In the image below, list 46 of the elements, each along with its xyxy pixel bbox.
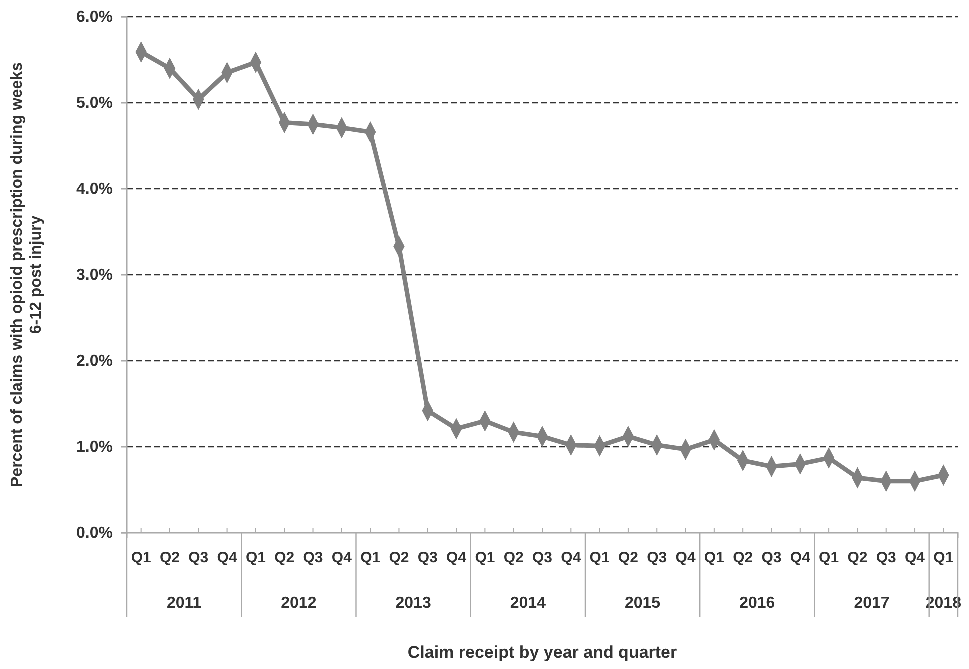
text: 2015 xyxy=(624,595,661,612)
y-tick-label: 6.0% xyxy=(76,9,113,26)
x-tick-label: Q1 xyxy=(934,550,954,567)
text: 2014 xyxy=(510,595,546,612)
x-tick-label: Q2 xyxy=(618,550,638,567)
x-tick-label: Q1 xyxy=(360,550,381,567)
x-tick-label: Q2 xyxy=(274,550,295,567)
x-tick-label: Q2 xyxy=(389,550,410,567)
x-axis-title: Claim receipt by year and quarter xyxy=(408,643,678,662)
x-tick-label: Q3 xyxy=(647,550,668,567)
x-tick-label: Q4 xyxy=(676,550,696,567)
x-tick-label: Q4 xyxy=(905,550,926,567)
y-tick-label: 5.0% xyxy=(76,95,113,112)
x-tick-label: Q4 xyxy=(217,550,238,567)
x-tick-label: Q1 xyxy=(131,550,152,567)
x-tick-label: Q4 xyxy=(332,550,353,567)
x-tick-label: Q3 xyxy=(876,550,896,567)
x-tick-label: Q1 xyxy=(475,550,496,567)
x-tick-label: Q3 xyxy=(762,550,782,567)
x-tick-label: Q3 xyxy=(532,550,553,567)
x-tick-label: Q1 xyxy=(704,550,724,567)
text: 2018 xyxy=(926,595,962,612)
y-tick-label: 2.0% xyxy=(76,353,113,370)
x-tick-label: Q1 xyxy=(590,550,610,567)
y-tick-label: 3.0% xyxy=(76,267,113,284)
y-axis-title: Percent of claims with opioid prescription during weeks 6-12 post injury xyxy=(9,62,45,488)
x-tick-label: Q2 xyxy=(848,550,868,567)
x-tick-label: Q3 xyxy=(188,550,209,567)
x-tick-label: Q2 xyxy=(733,550,754,567)
text: 2016 xyxy=(740,595,776,612)
x-tick-label: Q4 xyxy=(561,550,582,567)
text: 2017 xyxy=(854,595,890,612)
x-tick-label: Q2 xyxy=(504,550,524,567)
text: 2013 xyxy=(396,595,432,612)
text: 2011 xyxy=(166,595,202,612)
x-tick-label: Q1 xyxy=(819,550,840,567)
y-tick-label: 1.0% xyxy=(76,439,113,456)
x-tick-label: Q3 xyxy=(303,550,324,567)
text: 2012 xyxy=(281,595,317,612)
x-tick-label: Q4 xyxy=(790,550,812,567)
y-tick-label: 4.0% xyxy=(76,181,113,198)
x-tick-label: Q3 xyxy=(418,550,438,567)
x-tick-label: Q2 xyxy=(160,550,180,567)
x-tick-label: Q1 xyxy=(246,550,266,567)
y-tick-label: 0.0% xyxy=(76,525,113,542)
x-tick-label: Q4 xyxy=(446,550,468,567)
